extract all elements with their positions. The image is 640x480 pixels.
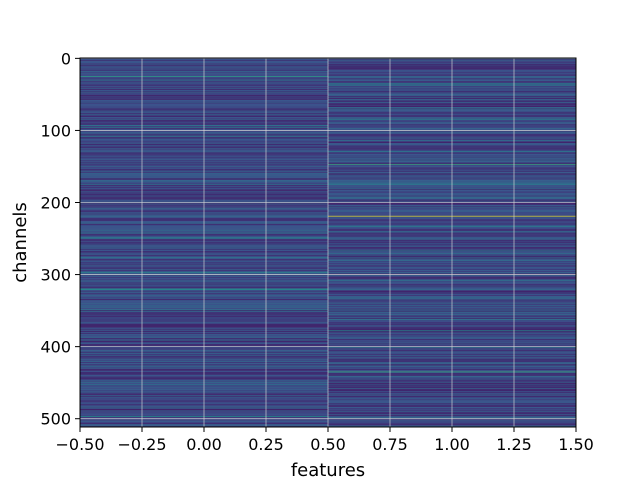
y-tick-label: 500 — [40, 410, 71, 429]
x-tick-label: 1.50 — [558, 435, 594, 454]
x-tick-label: 0.00 — [186, 435, 222, 454]
x-tick-label: 1.25 — [496, 435, 532, 454]
y-tick-label: 200 — [40, 194, 71, 213]
x-axis: −0.50 −0.25 0.00 0.25 0.50 0.75 1.00 1.25 1.50 — [55, 427, 594, 454]
x-axis-label: features — [291, 460, 365, 480]
y-tick-label: 100 — [40, 121, 71, 140]
x-tick-label: 0.25 — [248, 435, 284, 454]
y-axis: 0 100 200 300 400 500 — [40, 49, 80, 429]
x-tick-label: 1.00 — [434, 435, 470, 454]
y-tick-label: 400 — [40, 338, 71, 357]
y-axis-label: channels — [10, 202, 31, 283]
y-tick-label: 0 — [61, 49, 71, 68]
x-tick-label: 0.50 — [310, 435, 346, 454]
y-tick-label: 300 — [40, 266, 71, 285]
x-tick-label: −0.50 — [55, 435, 104, 454]
x-tick-label: −0.25 — [117, 435, 166, 454]
x-tick-label: 0.75 — [372, 435, 408, 454]
